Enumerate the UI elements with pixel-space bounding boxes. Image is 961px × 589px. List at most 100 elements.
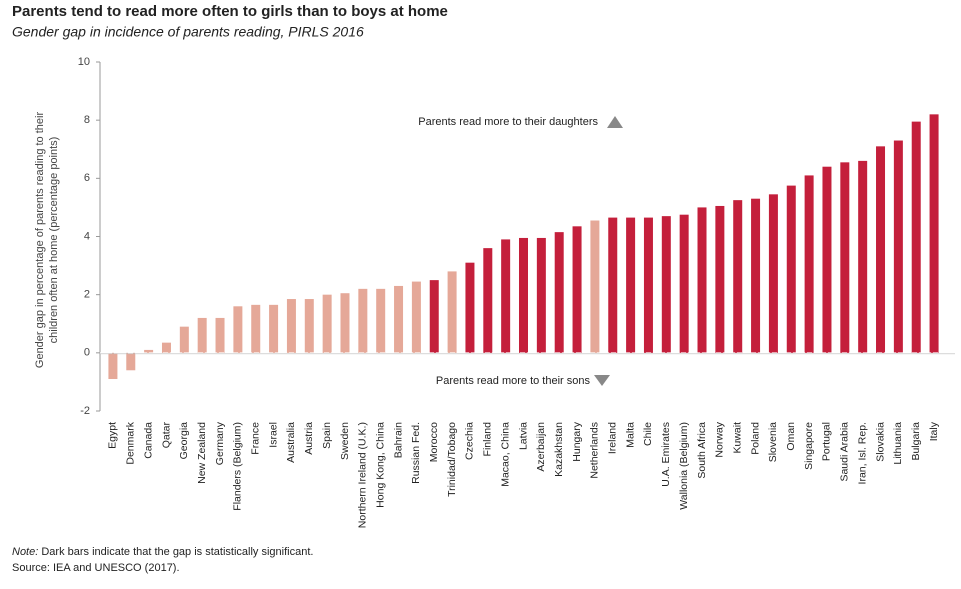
x-tick-label: Latvia	[517, 422, 529, 450]
annotation: Parents read more to their sons	[436, 375, 591, 387]
x-tick-label: Iran, Isl. Rep.	[856, 422, 868, 484]
bar	[269, 304, 279, 353]
x-tick-label: Hungary	[571, 421, 583, 461]
x-tick-label: Denmark	[125, 421, 137, 464]
y-tick-label: 8	[84, 114, 90, 126]
bar	[501, 239, 511, 353]
bar	[786, 185, 796, 353]
bar	[483, 248, 493, 353]
x-tick-label: Macao, China	[499, 422, 511, 487]
x-tick-label: South Africa	[696, 422, 708, 479]
bar	[679, 214, 689, 353]
x-tick-label: Slovenia	[767, 422, 779, 462]
note-text: Dark bars indicate that the gap is stati…	[41, 546, 313, 558]
x-tick-label: Russian Fed.	[410, 422, 422, 484]
x-tick-label: Portugal	[821, 422, 833, 461]
x-tick-label: Slovakia	[874, 422, 886, 462]
bar	[536, 237, 546, 353]
y-tick-label: 10	[78, 56, 90, 68]
bar	[822, 166, 832, 353]
bar	[144, 349, 154, 353]
x-tick-label: Kazakhstan	[553, 422, 565, 477]
bar	[643, 217, 653, 353]
bar	[465, 262, 475, 353]
x-tick-label: Norway	[714, 421, 726, 457]
bar	[411, 281, 421, 353]
x-tick-label: Sweden	[339, 422, 351, 460]
x-tick-label: Ireland	[607, 422, 619, 454]
x-tick-label: Morocco	[428, 422, 440, 462]
x-tick-label: Czechia	[464, 422, 476, 460]
bar	[715, 205, 725, 353]
bar	[911, 121, 921, 353]
x-tick-label: Georgia	[178, 422, 190, 460]
x-tick-label: Italy	[928, 421, 940, 441]
x-tick-label: Canada	[142, 422, 154, 459]
x-tick-label: Bahrain	[392, 422, 404, 458]
x-tick-label: Flanders (Belgium)	[232, 422, 244, 511]
bar	[876, 146, 886, 353]
bar	[768, 194, 778, 353]
bar	[572, 226, 582, 353]
bar	[286, 299, 296, 353]
y-axis-label: children often at home (percentage point…	[48, 137, 60, 344]
bar	[840, 162, 850, 353]
bar	[340, 293, 350, 353]
bar	[447, 271, 457, 353]
bar	[322, 294, 332, 353]
y-tick-label: 0	[84, 347, 90, 359]
y-tick-label: -2	[80, 405, 90, 417]
x-tick-label: Chile	[642, 422, 654, 446]
x-tick-label: Australia	[285, 422, 297, 463]
bar	[626, 217, 636, 353]
bar	[429, 280, 439, 353]
y-axis-label: Gender gap in percentage of parents read…	[34, 112, 46, 369]
x-tick-label: Lithuania	[892, 422, 904, 465]
bar	[215, 317, 225, 353]
y-tick-label: 4	[84, 230, 90, 242]
bar	[519, 237, 528, 353]
x-tick-label: Singapore	[803, 422, 815, 470]
bar	[733, 200, 743, 353]
source: Source: IEA and UNESCO (2017).	[12, 562, 180, 574]
bar	[751, 198, 761, 353]
bar	[697, 207, 707, 353]
bar	[929, 114, 939, 353]
x-tick-label: Qatar	[160, 422, 172, 449]
bar	[251, 304, 261, 353]
y-tick-label: 6	[84, 172, 90, 184]
x-tick-label: Netherlands	[589, 422, 601, 479]
arrow-down	[594, 375, 610, 386]
x-tick-label: New Zealand	[196, 422, 208, 484]
x-tick-label: Spain	[321, 422, 333, 449]
x-tick-label: Azerbaijan	[535, 422, 547, 472]
x-tick-label: Germany	[214, 421, 226, 465]
bar	[554, 232, 564, 353]
arrow-up	[607, 116, 623, 128]
x-tick-label: France	[250, 422, 262, 455]
chart-title: Parents tend to read more often to girls…	[12, 3, 448, 20]
bar	[233, 306, 243, 353]
x-tick-label: Israel	[267, 422, 279, 448]
x-tick-label: Poland	[749, 422, 761, 455]
x-tick-label: U.A. Emirates	[660, 422, 672, 487]
bar	[590, 220, 600, 353]
x-tick-label: Hong Kong, China	[374, 422, 386, 508]
x-tick-label: Malta	[624, 422, 636, 448]
x-tick-label: Austria	[303, 422, 315, 455]
bar	[358, 288, 368, 353]
x-tick-label: Saudi Arabia	[839, 422, 851, 482]
bar	[179, 326, 189, 353]
bar	[126, 352, 136, 371]
bar	[893, 140, 903, 353]
y-tick-label: 2	[84, 289, 90, 301]
bar	[197, 317, 207, 353]
x-tick-label: Northern Ireland (U.K.)	[357, 422, 369, 528]
annotation: Parents read more to their daughters	[418, 116, 598, 128]
bar	[376, 288, 386, 353]
note: Note: Dark bars indicate that the gap is…	[12, 546, 313, 558]
note-label: Note:	[12, 546, 38, 558]
x-tick-label: Egypt	[107, 422, 119, 449]
bar	[804, 175, 814, 353]
